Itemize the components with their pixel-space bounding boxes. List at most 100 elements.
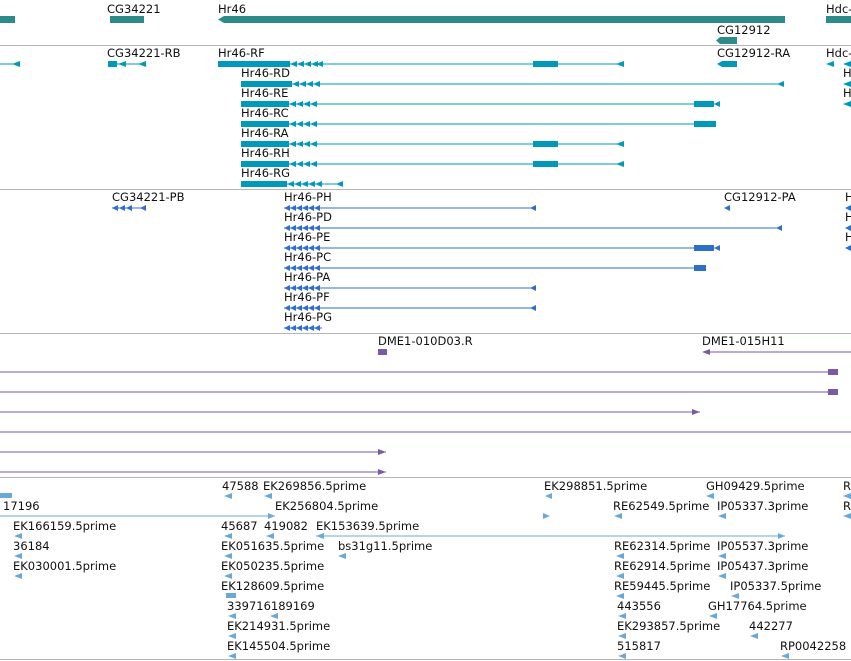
transcript-label[interactable]: CG34221-RB [107,46,181,60]
clone-feature[interactable] [0,409,700,415]
gene-label[interactable]: CG12912 [717,23,771,37]
est-label[interactable]: IP05337.5prime [730,579,821,593]
est-label[interactable]: 419082 [264,519,308,533]
est-label[interactable]: GH17764.5prime [708,599,807,613]
clone-track: DME1-010D03.R DME1-015H11 [0,334,851,475]
clone-feature[interactable] [0,469,386,475]
transcript-feature[interactable] [241,161,624,167]
est-label[interactable]: EK153639.5prime [316,519,419,533]
transcript-label[interactable]: Hr46-RH [241,146,290,160]
protein-feature[interactable] [112,205,146,211]
est-label[interactable]: IP05537.3prime [717,539,808,553]
transcript-feature[interactable] [241,181,343,187]
transcript-feature[interactable] [241,81,851,87]
clone-feature[interactable] [0,449,386,455]
clone-label[interactable]: DME1-015H11 [702,334,785,348]
gene-feature[interactable] [0,16,15,23]
est-label[interactable]: RE62314.5prime [614,539,710,553]
protein-feature[interactable] [284,225,851,231]
protein-label[interactable]: Hr46-PG [284,310,332,324]
est-label[interactable]: RE62549.5prime [613,499,709,513]
gene-track: CG34221 Hr46 CG12912 Hdc- [0,2,851,44]
protein-label[interactable]: Hr46-PD [284,210,332,224]
est-label[interactable]: 17196 [3,499,40,513]
est-label[interactable]: EK214931.5prime [227,619,330,633]
transcript-label[interactable]: Hr46-RG [241,166,290,180]
gene-feature[interactable] [218,16,785,23]
transcript-label[interactable]: CG12912-RA [717,46,790,60]
est-label[interactable]: IP05437.3prime [717,559,808,573]
gene-feature[interactable] [716,37,737,44]
est-label[interactable]: EK030001.5prime [13,559,116,573]
protein-label[interactable]: Hr46-PF [284,290,330,304]
est-label[interactable]: bs31g11.5prime [338,539,432,553]
clone-feature[interactable] [378,349,387,355]
transcript-label[interactable]: H [843,66,851,80]
est-label[interactable]: EK166159.5prime [13,519,116,533]
est-label[interactable]: 45687 [221,519,258,533]
clone-feature[interactable] [0,389,838,395]
est-label[interactable]: EK256804.5prime [275,499,378,513]
protein-label[interactable]: Hr46-PE [284,230,330,244]
protein-feature[interactable] [284,325,322,331]
protein-label[interactable]: H [845,210,851,224]
est-label[interactable]: RE62914.5prime [614,559,710,573]
est-label[interactable]: EK298851.5prime [544,479,647,493]
est-label[interactable]: RE59445.5prime [614,579,710,593]
est-label[interactable]: 47588 [222,479,259,493]
est-features[interactable] [0,493,851,659]
clone-feature[interactable] [702,349,851,355]
protein-label[interactable]: CG12912-PA [724,190,796,204]
gene-feature[interactable] [826,16,851,23]
protein-feature[interactable] [284,205,851,211]
est-label[interactable]: 515817 [617,639,661,653]
clone-feature[interactable] [0,369,838,375]
transcript-feature[interactable] [218,61,851,67]
transcript-label[interactable]: Hr46-RD [241,66,290,80]
est-label[interactable]: 442277 [749,619,793,633]
est-label[interactable]: 443556 [617,599,661,613]
transcript-label[interactable]: Hdc- [826,46,851,60]
protein-label[interactable]: H [845,230,851,244]
est-label[interactable]: EK128609.5prime [221,579,324,593]
est-track: 47588 EK269856.5prime EK298851.5prime GH… [0,479,851,659]
protein-label[interactable]: H [845,190,851,204]
est-label[interactable]: 339716189169 [227,599,315,613]
est-label[interactable]: R [843,479,851,493]
protein-feature[interactable] [284,245,851,251]
transcript-label[interactable]: Hr46-RE [241,86,288,100]
gene-feature[interactable] [110,16,144,23]
protein-track: CG34221-PB Hr46-PH Hr46-PD Hr46-PE Hr46-… [112,190,851,331]
protein-label[interactable]: CG34221-PB [112,190,185,204]
transcript-feature[interactable] [0,61,146,67]
est-label[interactable]: EK050235.5prime [221,559,324,573]
protein-feature[interactable] [284,305,536,311]
est-label[interactable]: EK293857.5prime [617,619,720,633]
gene-label[interactable]: Hr46 [218,2,246,16]
protein-label[interactable]: Hr46-PH [284,190,332,204]
est-label[interactable]: 36184 [13,539,50,553]
transcript-feature[interactable] [241,141,624,147]
protein-feature[interactable] [284,265,706,271]
transcript-label[interactable]: H [843,86,851,100]
protein-label[interactable]: Hr46-PC [284,250,331,264]
protein-feature[interactable] [284,285,536,291]
est-label[interactable]: RP0042258 [780,639,846,653]
est-label[interactable]: IP05337.3prime [717,499,808,513]
transcript-feature[interactable] [241,101,851,107]
track-dividers [0,45,851,660]
transcript-label[interactable]: Hr46-RF [218,46,265,60]
transcript-feature[interactable] [241,121,716,127]
gene-label[interactable]: Hdc- [826,2,851,16]
gene-label[interactable]: CG34221 [107,2,161,16]
est-label[interactable]: EK145504.5prime [227,639,330,653]
protein-label[interactable]: Hr46-PA [284,270,330,284]
transcript-track: CG34221-RB Hr46-RF Hr46-RD Hr46-RE Hr46-… [0,46,851,187]
transcript-label[interactable]: Hr46-RC [241,106,289,120]
transcript-label[interactable]: Hr46-RA [241,126,289,140]
clone-label[interactable]: DME1-010D03.R [378,334,473,348]
est-label[interactable]: R [843,499,851,513]
est-label[interactable]: GH09429.5prime [706,479,805,493]
est-label[interactable]: EK269856.5prime [263,479,366,493]
est-label[interactable]: EK051635.5prime [221,539,324,553]
